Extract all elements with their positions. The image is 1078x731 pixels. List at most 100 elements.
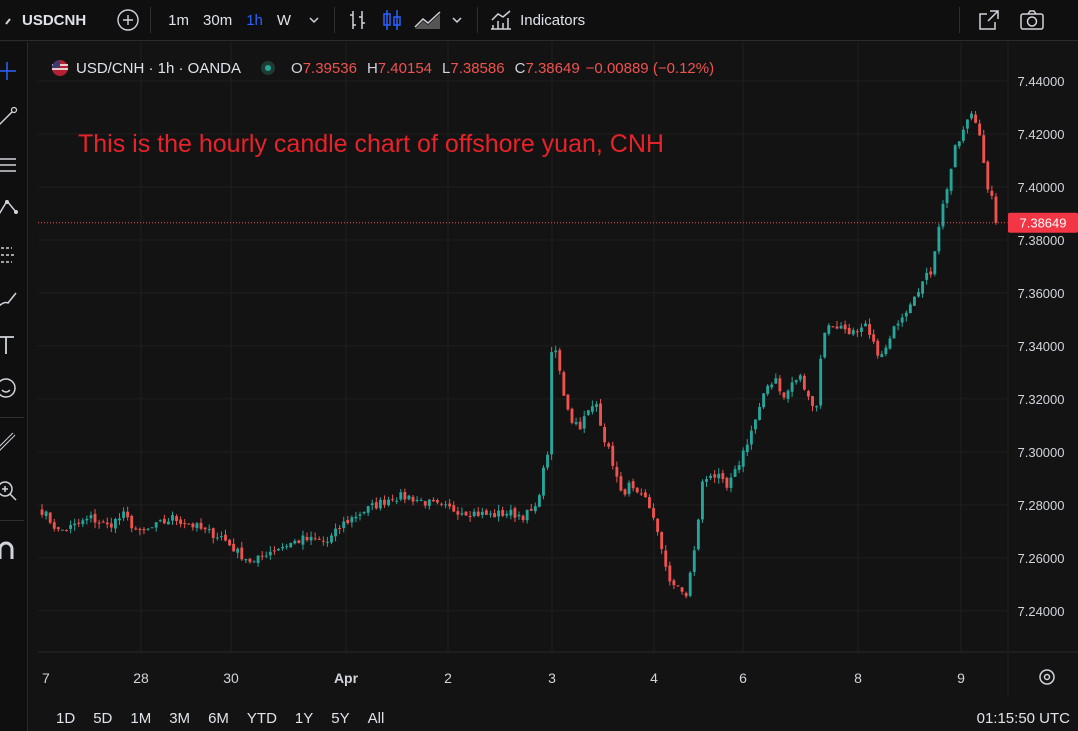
candle-body: [195, 523, 199, 529]
trendline-icon[interactable]: [0, 104, 20, 130]
candle-body: [109, 523, 113, 528]
bar-style-icon[interactable]: [345, 7, 371, 33]
range-3m[interactable]: 3M: [169, 710, 191, 727]
candle-body: [721, 473, 725, 480]
interval-1h[interactable]: 1h: [246, 11, 263, 29]
candle-body: [945, 189, 949, 204]
flag-icon: [52, 60, 68, 76]
candle-body: [990, 190, 994, 196]
candle-body: [790, 382, 794, 392]
candle-body: [427, 499, 431, 506]
candle-body: [387, 499, 390, 506]
candle-body: [44, 511, 48, 516]
utc-clock[interactable]: 01:15:50 UTC: [976, 710, 1070, 727]
candle-body: [664, 550, 668, 567]
candle-body: [358, 514, 362, 516]
x-tick-label: 7: [42, 670, 50, 686]
settings-button[interactable]: [1039, 669, 1055, 685]
range-ytd[interactable]: YTD: [246, 710, 277, 727]
range-all[interactable]: All: [367, 710, 385, 727]
candle-body: [843, 324, 847, 330]
candle-body: [158, 520, 162, 522]
candle-body: [554, 350, 558, 353]
fib-icon[interactable]: [0, 152, 20, 178]
text-icon[interactable]: [0, 332, 20, 358]
interval-1m[interactable]: 1m: [168, 11, 190, 29]
forecast-icon[interactable]: [0, 242, 20, 268]
legend-title[interactable]: USD/CNH · 1h · OANDA: [76, 59, 242, 77]
candle-body: [346, 519, 350, 524]
range-1d[interactable]: 1D: [56, 710, 76, 727]
candle-body: [542, 467, 545, 496]
price-chart[interactable]: 7.24000 7.26000 7.28000 7.30000 7.32000 7.340…: [38, 42, 1078, 697]
candle-body: [529, 508, 533, 511]
candle-body: [913, 296, 916, 306]
ruler-icon[interactable]: [0, 430, 20, 456]
chart-annotation[interactable]: This is the hourly candle chart of offsh…: [78, 130, 664, 158]
candle-body: [191, 523, 195, 528]
range-6m[interactable]: 6M: [208, 710, 229, 727]
screenshot-button[interactable]: [1018, 0, 1046, 41]
zoom-icon[interactable]: [0, 478, 20, 504]
fullscreen-button[interactable]: [976, 0, 1002, 41]
candle-body: [175, 516, 178, 521]
candle-body: [301, 535, 305, 545]
candle-body: [794, 380, 798, 383]
candle-body: [770, 384, 774, 388]
range-5d[interactable]: 5D: [93, 710, 113, 727]
candle-body: [855, 331, 859, 333]
candle-style-icon[interactable]: [379, 7, 405, 33]
candle-body: [444, 504, 448, 506]
candle-body: [660, 532, 664, 549]
candle-body: [717, 473, 721, 479]
candle-body: [183, 523, 187, 525]
range-5y[interactable]: 5Y: [331, 710, 350, 727]
candle-body: [566, 394, 570, 410]
candle-body: [497, 510, 501, 517]
crosshair-icon[interactable]: [0, 58, 20, 84]
range-1y[interactable]: 1Y: [294, 710, 314, 727]
candle-body: [835, 326, 839, 329]
range-1m[interactable]: 1M: [130, 710, 152, 727]
chevron-down-icon[interactable]: [304, 10, 324, 30]
emoji-icon[interactable]: [0, 375, 20, 401]
x-tick-label: 6: [739, 670, 747, 686]
candle-body: [802, 375, 806, 390]
gear-icon: [1039, 669, 1055, 685]
candle-body: [672, 580, 676, 586]
candle-body: [342, 521, 346, 528]
candle-body: [819, 358, 823, 406]
indicators-button[interactable]: Indicators: [488, 0, 585, 41]
chevron-down-icon[interactable]: [447, 10, 467, 30]
candle-body: [118, 518, 121, 521]
candle-body: [448, 503, 452, 507]
market-status-icon[interactable]: [257, 60, 279, 76]
date-range-bar: 1D 5D 1M 3M 6M YTD 1Y 5Y All 01:15:50 UT…: [38, 706, 1078, 731]
symbol-search[interactable]: USDCNH: [0, 0, 86, 41]
candle-body: [876, 340, 880, 356]
magnet-icon[interactable]: [0, 537, 20, 563]
pattern-icon[interactable]: [0, 196, 20, 222]
candle-body: [73, 523, 77, 526]
candle-body: [407, 495, 411, 500]
candle-body: [293, 540, 297, 544]
candle-body: [452, 505, 456, 512]
compare-button[interactable]: [116, 0, 140, 41]
interval-w[interactable]: W: [276, 11, 292, 29]
drawing-toolbar: [0, 42, 28, 731]
candle-body: [631, 481, 635, 489]
interval-30m[interactable]: 30m: [203, 11, 233, 29]
candle-body: [643, 492, 647, 498]
candle-body: [684, 592, 688, 597]
toolbar-divider: [0, 417, 24, 418]
candle-body: [872, 334, 876, 342]
candle-body: [749, 430, 753, 445]
candle-body: [297, 540, 301, 544]
y-tick-label: 7.42000: [1018, 127, 1065, 142]
candle-body: [215, 537, 219, 539]
candle-body: [550, 352, 554, 455]
area-style-icon[interactable]: [413, 7, 443, 33]
candle-body: [574, 422, 578, 424]
candle-body: [154, 522, 158, 528]
brush-icon[interactable]: [0, 287, 20, 313]
